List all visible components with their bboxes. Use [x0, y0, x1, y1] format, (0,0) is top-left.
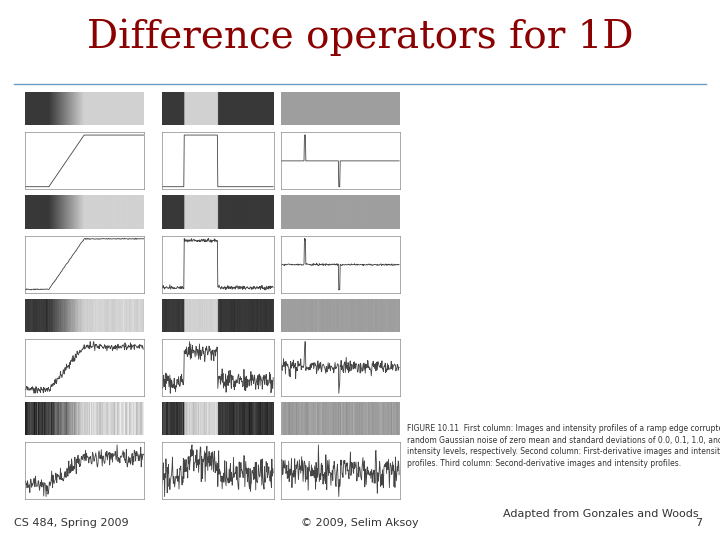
Text: Adapted from Gonzales and Woods: Adapted from Gonzales and Woods: [503, 509, 698, 519]
Text: Difference operators for 1D: Difference operators for 1D: [86, 19, 634, 56]
Text: FIGURE 10.11  First column: Images and intensity profiles of a ramp edge corrupt: FIGURE 10.11 First column: Images and in…: [407, 424, 720, 468]
Text: © 2009, Selim Aksoy: © 2009, Selim Aksoy: [301, 518, 419, 528]
Text: CS 484, Spring 2009: CS 484, Spring 2009: [14, 518, 129, 528]
Text: 7: 7: [695, 518, 702, 528]
